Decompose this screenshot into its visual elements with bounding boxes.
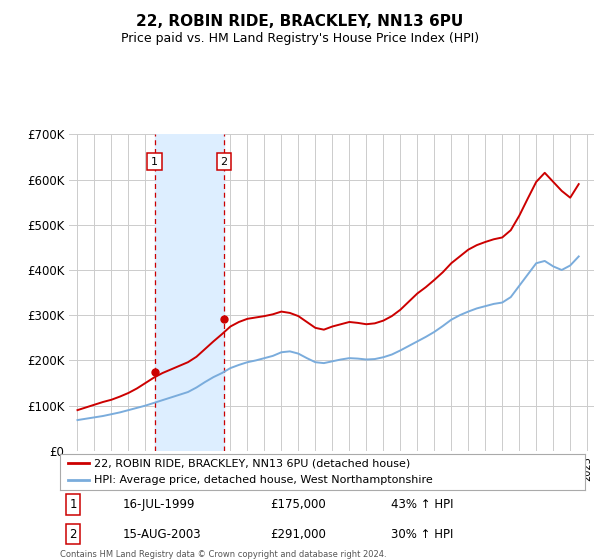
Text: 15-AUG-2003: 15-AUG-2003	[123, 528, 202, 541]
Bar	[155, 134, 224, 451]
Text: 16-JUL-1999: 16-JUL-1999	[123, 498, 196, 511]
Text: 2: 2	[70, 528, 77, 541]
Text: 1: 1	[70, 498, 77, 511]
Text: HPI: Average price, detached house, West Northamptonshire: HPI: Average price, detached house, West…	[94, 475, 433, 485]
Text: 22, ROBIN RIDE, BRACKLEY, NN13 6PU (detached house): 22, ROBIN RIDE, BRACKLEY, NN13 6PU (deta…	[94, 459, 410, 468]
Text: 22, ROBIN RIDE, BRACKLEY, NN13 6PU: 22, ROBIN RIDE, BRACKLEY, NN13 6PU	[136, 14, 464, 29]
Text: £175,000: £175,000	[270, 498, 326, 511]
Text: Price paid vs. HM Land Registry's House Price Index (HPI): Price paid vs. HM Land Registry's House …	[121, 32, 479, 45]
Text: 1: 1	[151, 156, 158, 166]
Text: 43% ↑ HPI: 43% ↑ HPI	[391, 498, 453, 511]
Text: Contains HM Land Registry data © Crown copyright and database right 2024.
This d: Contains HM Land Registry data © Crown c…	[60, 550, 386, 560]
Text: 2: 2	[220, 156, 227, 166]
Text: £291,000: £291,000	[270, 528, 326, 541]
Text: 30% ↑ HPI: 30% ↑ HPI	[391, 528, 453, 541]
